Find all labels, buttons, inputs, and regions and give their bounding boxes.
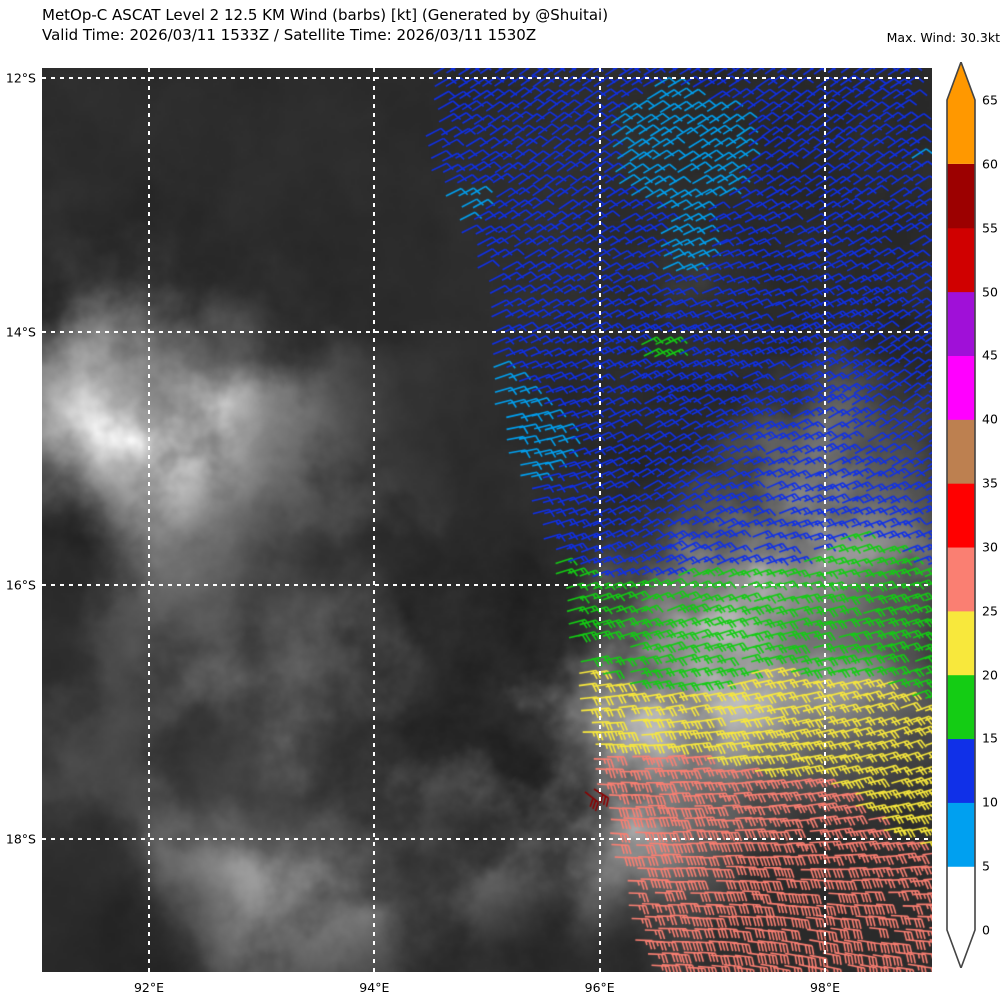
colorbar-tick-label: 50 — [982, 284, 998, 300]
colorbar-svg — [946, 59, 976, 971]
colorbar-band — [947, 546, 975, 612]
lon-tick-label: 98°E — [809, 980, 840, 995]
colorbar-tick-label: 55 — [982, 220, 998, 236]
colorbar-tick-label: 65 — [982, 92, 998, 108]
colorbar-band — [947, 738, 975, 803]
colorbar-tick-label: 45 — [982, 347, 998, 363]
colorbar-tick-label: 0 — [982, 922, 990, 938]
page-subtitle: Valid Time: 2026/03/11 1533Z / Satellite… — [42, 26, 537, 44]
colorbar-band — [947, 291, 975, 356]
colorbar-band — [947, 419, 975, 484]
colorbar-band — [947, 802, 975, 867]
colorbar-band — [947, 483, 975, 548]
lat-tick-label: 12°S — [5, 70, 36, 86]
lon-tick-label: 94°E — [359, 980, 390, 995]
wind-speed-colorbar — [946, 59, 976, 971]
colorbar-tick-label: 15 — [982, 730, 998, 746]
colorbar-tick-label: 5 — [982, 858, 990, 874]
colorbar-tick-label: 10 — [982, 794, 998, 810]
colorbar-tick-label: 20 — [982, 667, 998, 683]
lon-tick-label: 92°E — [133, 980, 165, 995]
map-plot-area — [42, 68, 932, 972]
colorbar-tick-labels: 0 5 10 15 20 25 30 35 40 45 50 55 60 65 — [982, 0, 1008, 1006]
colorbar-tick-label: 60 — [982, 156, 998, 172]
colorbar-band — [947, 163, 975, 229]
max-wind-label: Max. Wind: 30.3kt — [886, 30, 1000, 45]
colorbar-tick-label: 35 — [982, 475, 998, 491]
lat-tick-label: 14°S — [5, 324, 36, 340]
colorbar-band — [947, 355, 975, 420]
page-title: MetOp-C ASCAT Level 2 12.5 KM Wind (barb… — [42, 6, 609, 24]
colorbar-tick-label: 40 — [982, 411, 998, 427]
lat-tick-label: 16°S — [5, 577, 36, 593]
wind-barbs-layer — [42, 68, 932, 972]
header: MetOp-C ASCAT Level 2 12.5 KM Wind (barb… — [42, 5, 742, 45]
colorbar-tick-label: 25 — [982, 603, 998, 619]
latitude-axis-labels: 12°S 14°S 16°S 18°S — [0, 0, 40, 1006]
colorbar-band — [947, 610, 975, 676]
colorbar-band — [947, 866, 975, 968]
colorbar-tick-label: 30 — [982, 539, 998, 555]
lat-tick-label: 18°S — [5, 831, 36, 847]
colorbar-band — [947, 227, 975, 293]
colorbar-band — [947, 62, 975, 164]
colorbar-band — [947, 674, 975, 740]
lon-tick-label: 96°E — [584, 980, 615, 995]
